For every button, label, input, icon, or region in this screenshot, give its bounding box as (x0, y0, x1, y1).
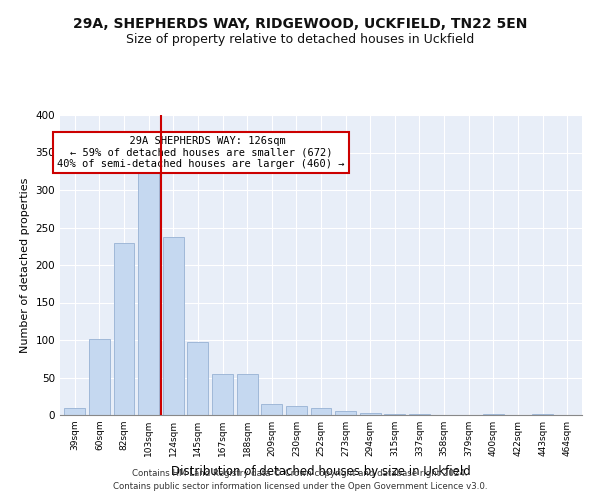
Bar (483, 414, 504, 415)
Text: Size of property relative to detached houses in Uckfield: Size of property relative to detached ho… (126, 32, 474, 46)
Text: 29A, SHEPHERDS WAY, RIDGEWOOD, UCKFIELD, TN22 5EN: 29A, SHEPHERDS WAY, RIDGEWOOD, UCKFIELD,… (73, 18, 527, 32)
Text: Contains HM Land Registry data © Crown copyright and database right 2024.: Contains HM Land Registry data © Crown c… (132, 468, 468, 477)
Bar (163, 236, 184, 415)
Bar (64, 408, 85, 415)
Y-axis label: Number of detached properties: Number of detached properties (20, 178, 30, 352)
Bar (409, 414, 430, 415)
Bar (236, 374, 257, 415)
Bar (261, 404, 282, 415)
Bar (311, 408, 331, 415)
Bar (89, 338, 110, 415)
Bar (138, 171, 159, 415)
Bar (187, 342, 208, 415)
Text: Contains public sector information licensed under the Open Government Licence v3: Contains public sector information licen… (113, 482, 487, 491)
Bar (532, 414, 553, 415)
Bar (113, 242, 134, 415)
Bar (335, 411, 356, 415)
Text: 29A SHEPHERDS WAY: 126sqm
← 59% of detached houses are smaller (672)
40% of semi: 29A SHEPHERDS WAY: 126sqm ← 59% of detac… (57, 136, 344, 169)
X-axis label: Distribution of detached houses by size in Uckfield: Distribution of detached houses by size … (171, 464, 471, 477)
Bar (360, 413, 381, 415)
Bar (286, 406, 307, 415)
Bar (385, 414, 406, 415)
Bar (212, 374, 233, 415)
